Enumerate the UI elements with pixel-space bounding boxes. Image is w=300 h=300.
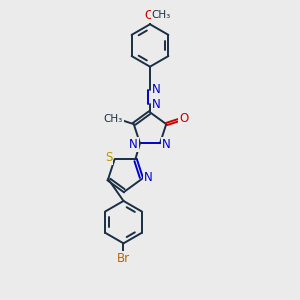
Text: S: S xyxy=(105,151,112,164)
Text: N: N xyxy=(129,138,138,151)
Text: CH₃: CH₃ xyxy=(104,114,123,124)
Text: CH₃: CH₃ xyxy=(152,11,171,20)
Text: N: N xyxy=(162,138,171,151)
Text: Br: Br xyxy=(117,252,130,265)
Text: O: O xyxy=(145,9,154,22)
Text: N: N xyxy=(152,83,161,96)
Text: O: O xyxy=(179,112,188,125)
Text: N: N xyxy=(144,171,153,184)
Text: N: N xyxy=(152,98,161,111)
